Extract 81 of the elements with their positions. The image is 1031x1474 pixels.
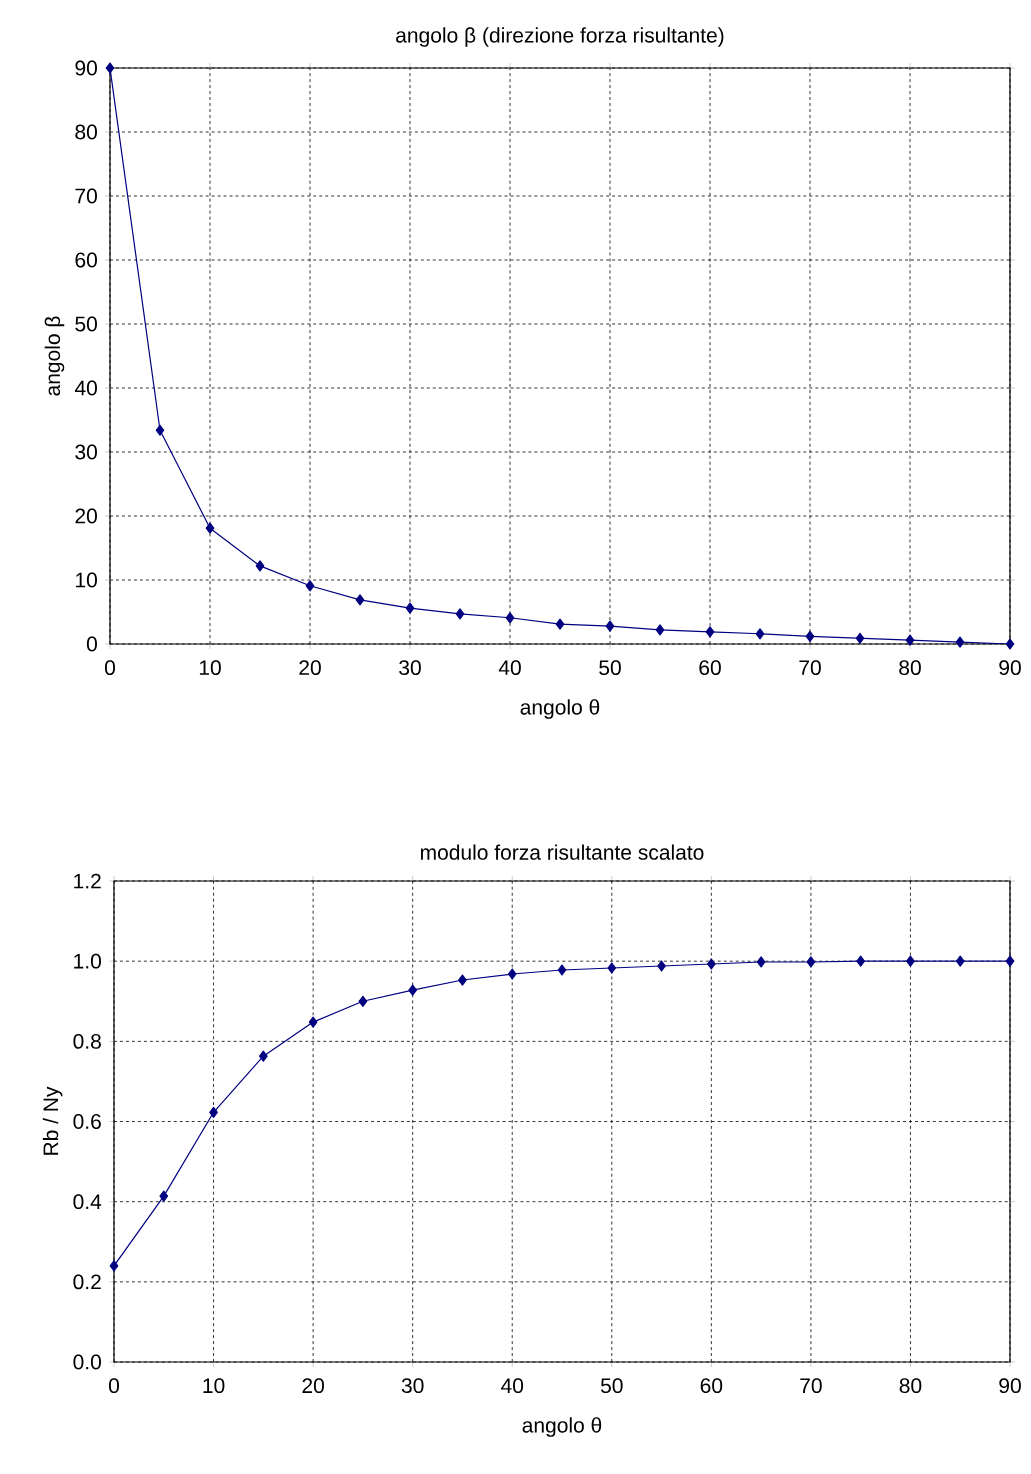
y-tick-label: 70 (75, 188, 97, 204)
point (557, 964, 567, 976)
point (1005, 955, 1015, 967)
point (1005, 638, 1015, 650)
point (705, 626, 715, 638)
x-tick-label: 10 (203, 1378, 225, 1394)
x-tick-label: 90 (999, 1378, 1021, 1394)
x-tick-label: 90 (999, 660, 1021, 676)
point (505, 612, 515, 624)
point (905, 634, 915, 646)
x-tick-label: 0 (104, 660, 116, 676)
x-tick-label: 20 (299, 660, 321, 676)
y-tick-label: 0 (86, 636, 97, 652)
x-tick-label: 30 (399, 660, 421, 676)
point (555, 618, 565, 630)
y-tick-label: 0.4 (73, 1194, 102, 1210)
y-axis-title: angolo β (44, 316, 65, 396)
x-tick-label: 50 (600, 1378, 623, 1394)
point (105, 62, 115, 74)
x-tick-label: 60 (699, 660, 721, 676)
x-tick-label: 0 (108, 1378, 120, 1394)
point (655, 624, 665, 636)
x-tick-label: 10 (199, 660, 221, 676)
x-tick-label: 40 (501, 1378, 524, 1394)
x-tick-label: 30 (401, 1378, 424, 1394)
point (507, 968, 517, 980)
y-tick-label: 10 (76, 572, 97, 588)
x-tick-label: 80 (899, 1378, 922, 1394)
point (305, 580, 315, 592)
x-axis-title: angolo θ (520, 699, 600, 719)
y-tick-label: 20 (75, 508, 97, 524)
y-tick-label: 50 (75, 316, 97, 332)
point (806, 956, 816, 968)
point (308, 1016, 318, 1028)
y-tick-label: 1.0 (74, 953, 101, 969)
point (159, 1190, 169, 1202)
chart-title: modulo forza risultante scalato (420, 844, 704, 860)
x-tick-label: 70 (799, 660, 821, 676)
x-tick-label: 60 (700, 1378, 723, 1394)
y-tick-label: 0.2 (73, 1274, 101, 1290)
point (756, 956, 766, 968)
point (355, 594, 365, 606)
point (458, 974, 467, 986)
y-tick-label: 90 (75, 60, 97, 76)
point (657, 960, 666, 972)
x-tick-label: 80 (899, 660, 921, 676)
y-tick-label: 0.6 (73, 1114, 101, 1129)
point (605, 620, 615, 632)
point (408, 984, 418, 996)
point (209, 1106, 218, 1118)
y-tick-label: 0.8 (73, 1033, 101, 1049)
point (455, 608, 465, 620)
point (358, 995, 368, 1007)
y-tick-label: 0.0 (73, 1354, 101, 1370)
point (258, 1050, 268, 1062)
x-tick-label: 70 (800, 1378, 822, 1394)
point (155, 424, 165, 436)
y-axis-title: Rb / Ny (42, 1086, 63, 1155)
y-tick-label: 1.2 (74, 873, 101, 889)
x-tick-label: 50 (599, 660, 621, 676)
point (205, 522, 215, 534)
y-tick-label: 80 (75, 124, 97, 140)
point (405, 602, 415, 614)
x-axis-title: angolo θ (522, 1417, 602, 1437)
point (109, 1260, 119, 1272)
y-tick-label: 60 (75, 252, 97, 268)
x-tick-label: 20 (302, 1378, 324, 1394)
point (255, 560, 265, 572)
point (855, 632, 865, 644)
y-tick-label: 30 (75, 444, 97, 460)
point (607, 962, 617, 974)
x-tick-label: 40 (498, 660, 521, 676)
point (755, 628, 765, 640)
chart-title: angolo β (direzione forza risultante) (396, 27, 724, 47)
point (955, 955, 965, 967)
point (706, 958, 716, 970)
y-tick-label: 40 (74, 380, 97, 396)
point (856, 955, 866, 967)
point (955, 636, 965, 648)
point (906, 955, 915, 967)
point (805, 630, 815, 642)
